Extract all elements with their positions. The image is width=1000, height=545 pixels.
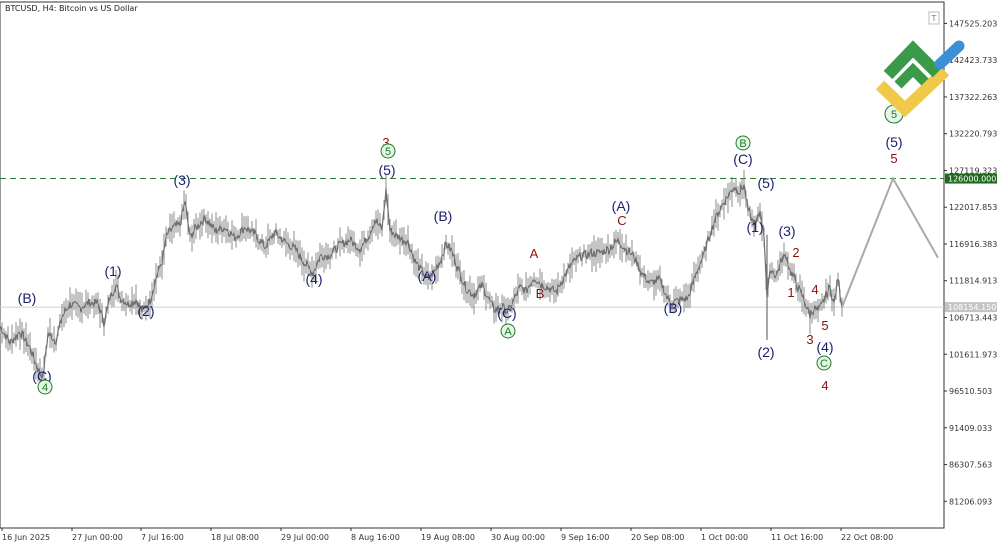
wave-circle-green-3 <box>735 135 751 151</box>
wave-label-red-1: A <box>530 246 539 261</box>
x-tick-label-12: 22 Oct 08:00 <box>841 533 893 542</box>
y-tick-label-10: 96510.503 <box>949 387 992 396</box>
x-tick-label-8: 9 Sep 16:00 <box>561 533 609 542</box>
chart-title: BTCUSD, H4: Bitcoin vs US Dollar <box>5 4 138 13</box>
price-series <box>0 169 843 391</box>
logo-green-inner <box>894 62 929 89</box>
key-level-badge-label: 126000.000 <box>948 175 996 184</box>
x-tick-label-6: 19 Aug 08:00 <box>421 533 475 542</box>
logo-blue-stroke <box>934 40 965 70</box>
wave-label-green-3: B <box>739 138 746 150</box>
x-tick-label-11: 11 Oct 16:00 <box>771 533 823 542</box>
wave-label-red-2: B <box>536 286 545 301</box>
wave-label-navy-4: (3) <box>173 172 190 188</box>
y-tick-label-0: 147525.203 <box>949 19 997 28</box>
y-tick-label-8: 106713.443 <box>949 314 997 323</box>
wave-labels: (B)(C)(1)(2)(3)(4)(5)(A)(B)(C)(A)(B)(C)(… <box>18 104 904 395</box>
y-tick-label-5: 122017.853 <box>949 203 997 212</box>
wave-label-navy-7: (A) <box>418 268 437 284</box>
wave-label-red-5: 1 <box>787 285 794 300</box>
wave-label-red-6: 4 <box>811 282 818 297</box>
wave-label-navy-8: (B) <box>434 208 453 224</box>
projection-path <box>841 176 939 308</box>
wave-label-red-9: 4 <box>821 378 828 393</box>
logo-yellow-stroke <box>875 66 950 118</box>
wave-label-red-10: 5 <box>890 151 897 166</box>
wave-label-navy-3: (2) <box>137 303 154 319</box>
wave-label-green-1: 5 <box>385 146 391 158</box>
x-tick-label-5: 8 Aug 16:00 <box>351 533 400 542</box>
x-tick-label-1: 27 Jun 00:00 <box>72 533 123 542</box>
wave-label-green-5: 5 <box>891 109 897 121</box>
key-level-badge <box>945 173 997 184</box>
x-tick-label-7: 30 Aug 00:00 <box>491 533 545 542</box>
y-tick-label-3: 132220.793 <box>949 130 997 139</box>
wave-label-green-2: A <box>504 326 512 338</box>
y-tick-label-1: 142423.733 <box>949 56 997 65</box>
wave-label-navy-6: (5) <box>378 162 395 178</box>
x-tick-label-0: 16 Jun 2025 <box>2 533 50 542</box>
wave-label-red-7: 5 <box>821 318 828 333</box>
wave-label-navy-18: (5) <box>885 134 902 150</box>
y-axis: 147525.203 142423.733 137322.263 132220.793… <box>944 19 997 506</box>
wave-label-navy-12: (C) <box>733 151 752 167</box>
x-tick-label-9: 20 Sep 08:00 <box>631 533 684 542</box>
wave-label-red-4: 2 <box>792 245 799 260</box>
wave-circle-green-1 <box>380 143 396 159</box>
y-tick-label-12: 86307.563 <box>949 461 992 470</box>
y-tick-label-2: 137322.263 <box>949 93 997 102</box>
logo-green-stroke <box>883 40 942 80</box>
y-tick-label-13: 81206.093 <box>949 497 992 506</box>
y-tick-label-6: 116916.383 <box>949 240 997 249</box>
wave-label-navy-14: (2) <box>757 344 774 360</box>
y-tick-label-9: 101611.973 <box>949 350 997 359</box>
x-tick-label-2: 7 Jul 16:00 <box>141 533 184 542</box>
y-tick-label-7: 111814.913 <box>949 277 997 286</box>
wave-label-green-4: C <box>820 358 828 370</box>
x-tick-label-10: 1 Oct 00:00 <box>701 533 748 542</box>
wave-label-navy-9: (C) <box>497 305 516 321</box>
chart-frame <box>0 1 945 529</box>
wave-label-navy-16: (4) <box>816 339 833 355</box>
brand-logo <box>875 40 965 118</box>
wave-label-red-8: 3 <box>806 332 813 347</box>
x-tick-label-4: 29 Jul 00:00 <box>281 533 329 542</box>
wave-label-navy-17: (5) <box>757 175 774 191</box>
wave-label-navy-10: (A) <box>612 198 631 214</box>
wave-label-navy-15: (3) <box>778 223 795 239</box>
chart-menu-button[interactable]: T <box>928 11 940 25</box>
wave-label-navy-11: (B) <box>664 300 683 316</box>
plot-border <box>0 1 945 529</box>
wave-circle-green-0 <box>37 379 53 395</box>
wave-label-green-0: 4 <box>42 382 48 394</box>
wave-circle-green-2 <box>500 323 516 339</box>
chart-menu-label: T <box>931 14 937 23</box>
wave-label-navy-13: (1) <box>746 219 763 235</box>
wave-label-navy-0: (B) <box>18 290 37 306</box>
projection-line <box>841 176 939 308</box>
y-tick-label-4: 127119.323 <box>949 166 997 175</box>
wave-label-red-3: C <box>617 213 626 228</box>
wave-label-navy-2: (1) <box>104 263 121 279</box>
x-axis: 16 Jun 2025 27 Jun 00:00 7 Jul 16:00 18 Jul… <box>1 528 893 542</box>
x-tick-label-3: 18 Jul 08:00 <box>211 533 259 542</box>
wave-circle-green-4 <box>816 355 832 371</box>
current-price-badge-label: 108154.150 <box>948 303 996 312</box>
wave-label-navy-5: (4) <box>305 271 322 287</box>
current-price-badge <box>945 302 997 313</box>
y-tick-label-11: 91409.033 <box>949 424 992 433</box>
wave-label-red-0: 3 <box>382 135 389 150</box>
